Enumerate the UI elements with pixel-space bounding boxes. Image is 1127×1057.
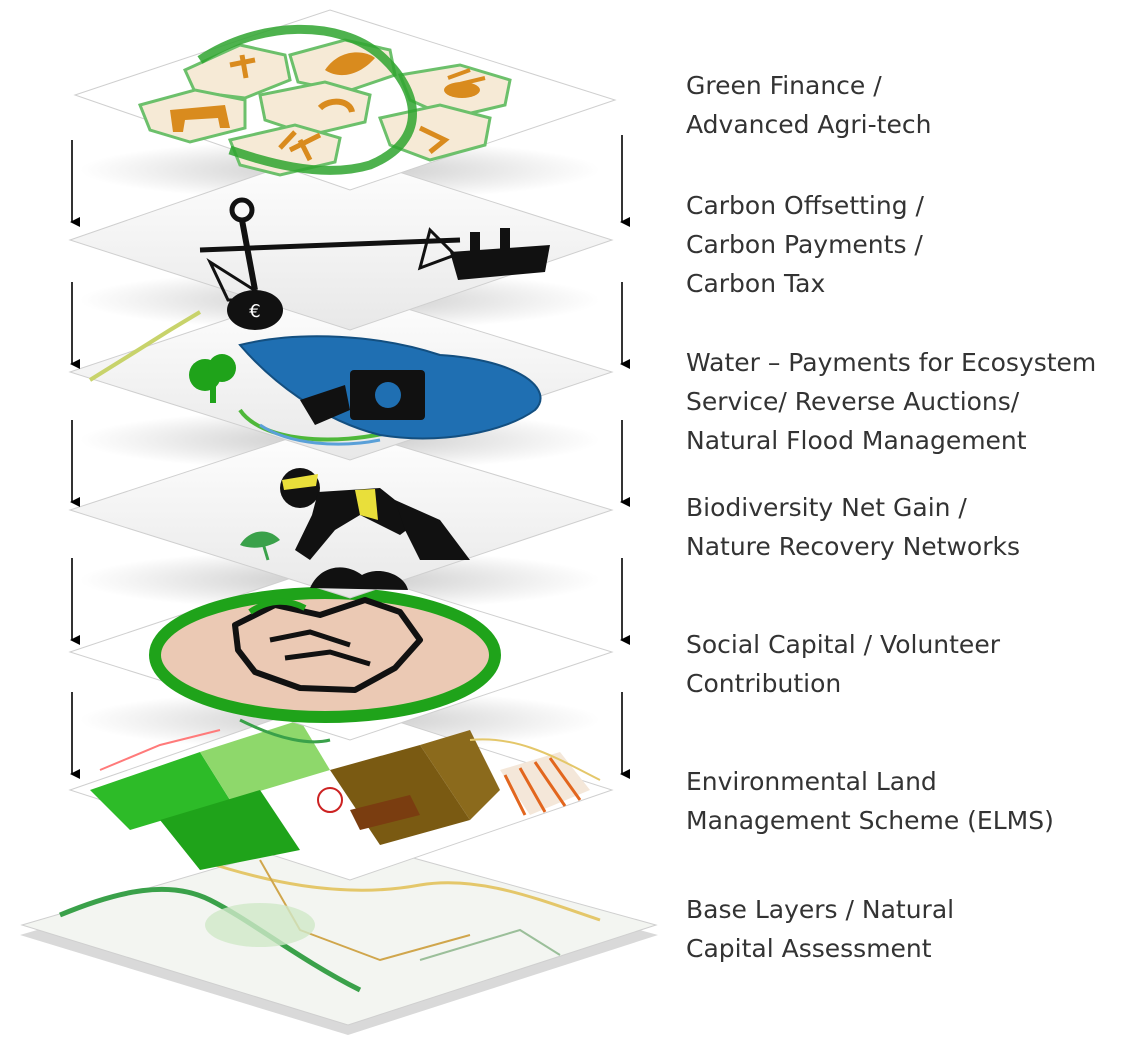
- label-line: Natural Flood Management: [686, 426, 1027, 455]
- label-biodiversity: Biodiversity Net Gain / Nature Recovery …: [686, 488, 1126, 566]
- label-line: Base Layers / Natural: [686, 895, 955, 924]
- seedling-icon: [240, 531, 280, 561]
- label-line: Carbon Tax: [686, 269, 826, 298]
- svg-text:€: €: [249, 301, 260, 322]
- label-line: Contribution: [686, 669, 842, 698]
- label-carbon: Carbon Offsetting / Carbon Payments / Ca…: [686, 186, 1126, 303]
- cow-icon: [170, 105, 230, 132]
- planting-worker-icon: [280, 468, 470, 560]
- label-elms: Environmental Land Management Scheme (EL…: [686, 762, 1126, 840]
- base-map-icon: [59, 858, 601, 993]
- label-line: Social Capital / Volunteer: [686, 630, 1000, 659]
- label-line: Service/ Reverse Auctions/: [686, 387, 1020, 416]
- label-water: Water – Payments for Ecosystem Service/ …: [686, 343, 1126, 460]
- plate-base-layers: [20, 834, 658, 1035]
- layer-stack-diagram: €: [20, 9, 658, 1035]
- label-line: Carbon Payments /: [686, 230, 923, 259]
- land-parcel-map-icon: [90, 718, 601, 870]
- label-base-layers: Base Layers / Natural Capital Assessment: [686, 890, 1126, 968]
- label-line: Nature Recovery Networks: [686, 532, 1020, 561]
- label-line: Biodiversity Net Gain /: [686, 493, 967, 522]
- soil-mound-icon: [310, 567, 408, 590]
- label-line: Environmental Land: [686, 767, 937, 796]
- label-green-finance: Green Finance / Advanced Agri-tech: [686, 66, 1126, 144]
- factory-icon: [450, 228, 550, 280]
- leaf-icon: [325, 52, 375, 76]
- cash-hand-icon: [300, 370, 425, 425]
- label-line: Carbon Offsetting /: [686, 191, 924, 220]
- bee-icon: [444, 68, 486, 98]
- money-bag-icon: €: [227, 290, 283, 330]
- label-line: Management Scheme (ELMS): [686, 806, 1054, 835]
- plate-elms: [68, 690, 614, 881]
- label-line: Water – Payments for Ecosystem: [686, 348, 1097, 377]
- handshake-icon: [232, 597, 423, 693]
- label-line: Advanced Agri-tech: [686, 110, 932, 139]
- tree-icon: [189, 354, 236, 403]
- river-icon: [88, 310, 401, 446]
- crop-icon: [229, 54, 450, 162]
- plate-green-finance: [73, 9, 617, 191]
- label-line: Green Finance /: [686, 71, 882, 100]
- label-social-capital: Social Capital / Volunteer Contribution: [686, 625, 1126, 703]
- label-line: Capital Assessment: [686, 934, 932, 963]
- balance-scale-icon: [199, 197, 461, 302]
